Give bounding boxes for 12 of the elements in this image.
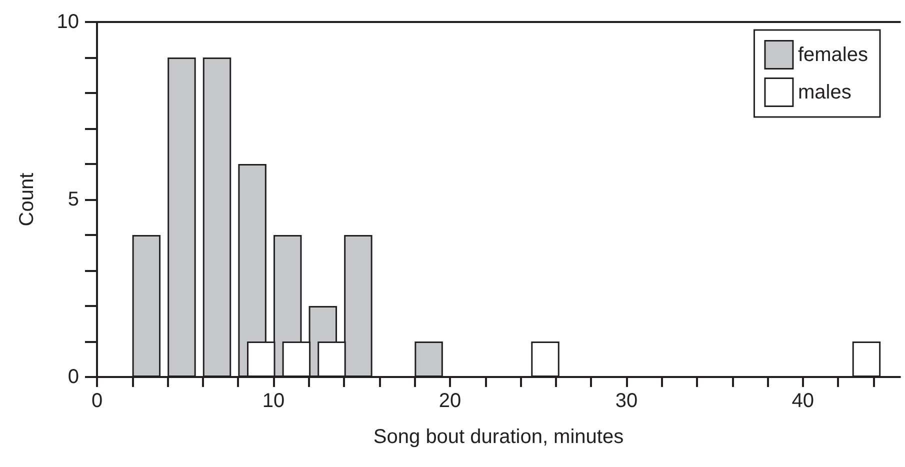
y-tick-label: 10 bbox=[56, 11, 79, 33]
x-tick-label: 40 bbox=[792, 390, 814, 412]
y-tick-label: 5 bbox=[68, 188, 79, 210]
x-axis-title: Song bout duration, minutes bbox=[373, 426, 624, 448]
x-tick-label: 0 bbox=[91, 390, 103, 412]
x-tick-label: 20 bbox=[438, 390, 462, 412]
legend-label: males bbox=[798, 81, 852, 104]
x-tick-label: 30 bbox=[615, 390, 638, 412]
x-tick-label: 10 bbox=[262, 390, 285, 412]
y-tick-label: 0 bbox=[68, 366, 79, 388]
y-axis-title: Count bbox=[16, 172, 38, 226]
legend-label: females bbox=[798, 44, 868, 66]
